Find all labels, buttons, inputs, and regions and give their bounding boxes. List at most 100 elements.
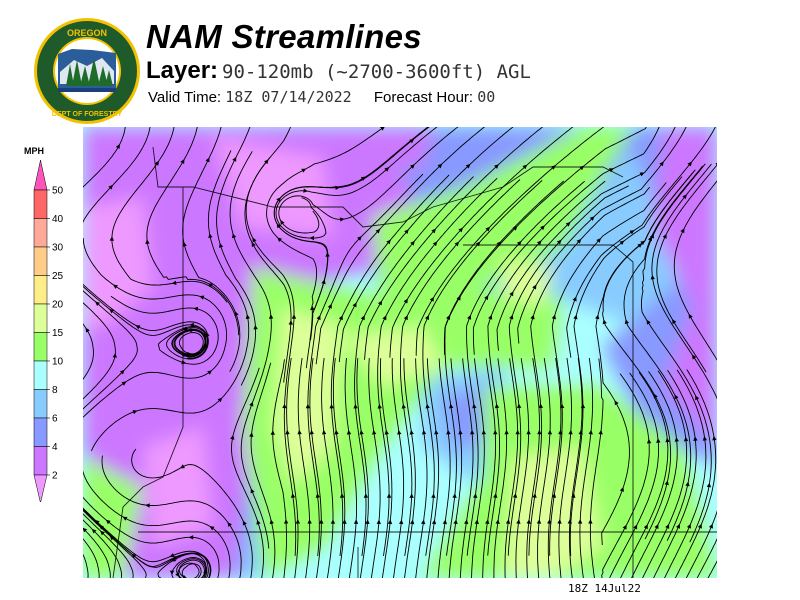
- streamline-arrowhead: [493, 429, 498, 435]
- streamline-arrowhead: [637, 243, 643, 248]
- streamline: [466, 180, 585, 556]
- streamline-arrowhead: [629, 230, 635, 235]
- streamline-arrowhead: [401, 403, 406, 409]
- streamline-arrowhead: [598, 429, 603, 435]
- forecast-hour-value: 00: [477, 88, 496, 106]
- legend-swatch-20-25: [33, 275, 48, 305]
- streamline-arrowhead: [475, 241, 481, 247]
- streamline-arrowhead: [649, 233, 654, 239]
- streamline: [380, 358, 393, 578]
- streamline-arrowhead: [182, 241, 187, 247]
- layer-value: 90-120mb (~2700-3600ft) AGL: [222, 61, 531, 83]
- streamline-arrowhead: [556, 239, 562, 245]
- streamline: [273, 127, 429, 314]
- streamline: [83, 127, 151, 223]
- streamline-arrowhead: [108, 184, 114, 190]
- streamline: [415, 127, 605, 356]
- streamline-arrowhead: [509, 314, 514, 320]
- streamline: [415, 358, 428, 578]
- valid-time-info: Valid Time: 18Z 07/14/2022 Forecast Hour…: [148, 88, 495, 106]
- streamline-arrowhead: [231, 233, 237, 239]
- streamline-arrowhead: [431, 519, 437, 525]
- streamline-arrowhead: [572, 296, 577, 302]
- streamline: [83, 496, 220, 578]
- streamline-arrowhead: [532, 284, 537, 290]
- streamline: [471, 358, 485, 578]
- streamline-arrowhead: [251, 242, 256, 248]
- streamline-arrowhead: [516, 240, 522, 246]
- streamline: [377, 177, 498, 557]
- streamline-arrowhead: [316, 315, 321, 321]
- streamline: [368, 358, 381, 578]
- streamline: [332, 357, 346, 578]
- streamline: [507, 185, 629, 556]
- legend-tick-label: 20: [52, 300, 64, 311]
- streamline-arrowhead: [547, 429, 553, 435]
- streamline-arrowhead: [494, 164, 499, 169]
- streamline-arrowhead: [352, 302, 357, 308]
- streamline-arrowhead: [665, 437, 670, 443]
- streamline: [631, 371, 678, 578]
- streamline-arrowhead: [187, 352, 193, 357]
- streamline-arrowhead: [536, 240, 542, 246]
- streamline-arrowhead: [442, 519, 447, 525]
- streamline-arrowhead: [653, 393, 658, 399]
- streamline-arrowhead: [588, 519, 593, 524]
- streamline-arrowhead: [695, 395, 700, 401]
- streamline-arrowhead: [472, 403, 477, 409]
- streamline-arrowhead: [377, 403, 382, 409]
- streamline: [90, 150, 250, 452]
- streamline-arrowhead: [250, 488, 255, 494]
- streamline-arrowhead: [409, 429, 414, 435]
- streamline: [83, 507, 209, 578]
- streamline-arrowhead: [530, 314, 535, 320]
- legend-swatch-40-50: [33, 189, 48, 219]
- streamline-arrowhead: [319, 519, 324, 524]
- streamline: [620, 371, 669, 578]
- streamline-arrowhead: [154, 160, 159, 166]
- streamline-arrowhead: [485, 226, 491, 232]
- streamline-arrowhead: [357, 236, 362, 241]
- wind-speed-legend: MPH 50 40 30 25 20 15 10 8 6 4 2: [24, 146, 64, 502]
- streamline-arrowhead: [410, 240, 415, 246]
- streamline: [609, 372, 659, 578]
- streamline-arrowhead: [315, 493, 320, 498]
- svg-text:DEPT OF FORESTRY: DEPT OF FORESTRY: [52, 111, 122, 118]
- streamline: [515, 358, 530, 578]
- streamline: [245, 157, 297, 556]
- streamline-arrowhead: [85, 327, 90, 333]
- streamline-arrowhead: [509, 291, 514, 297]
- streamline-arrowhead: [171, 557, 177, 562]
- streamline-arrowhead: [481, 429, 487, 435]
- streamline: [83, 508, 207, 578]
- streamline-arrowhead: [526, 519, 531, 524]
- streamline-arrowhead: [207, 370, 213, 375]
- legend-tick-label: 6: [52, 414, 58, 425]
- streamline-arrowhead: [686, 523, 691, 529]
- streamline: [623, 165, 704, 541]
- streamline-arrowhead: [387, 519, 393, 525]
- legend-swatch-30-40: [33, 218, 48, 248]
- streamline-arrowhead: [683, 436, 689, 442]
- streamline: [673, 180, 717, 361]
- streamline-arrowhead: [403, 315, 408, 321]
- streamline: [297, 357, 311, 578]
- streamline-arrowhead: [342, 519, 347, 524]
- streamline-arrowhead: [359, 429, 364, 435]
- streamline-arrowhead: [515, 429, 520, 435]
- streamline-arrowhead: [470, 429, 475, 435]
- streamline-arrowhead: [532, 493, 537, 498]
- svg-text:OREGON: OREGON: [67, 28, 107, 38]
- streamline-arrowhead: [109, 236, 114, 241]
- streamline: [344, 357, 357, 578]
- streamline: [537, 358, 551, 578]
- streamline-arrowhead: [386, 493, 392, 498]
- streamline-arrowhead: [334, 429, 339, 435]
- streamline-arrowhead: [537, 429, 542, 435]
- streamline-arrowhead: [290, 493, 296, 498]
- streamline-arrowhead: [409, 493, 414, 498]
- streamline: [278, 127, 459, 234]
- streamline: [83, 553, 89, 578]
- page-title: NAM Streamlines: [146, 18, 422, 55]
- streamline: [437, 358, 451, 578]
